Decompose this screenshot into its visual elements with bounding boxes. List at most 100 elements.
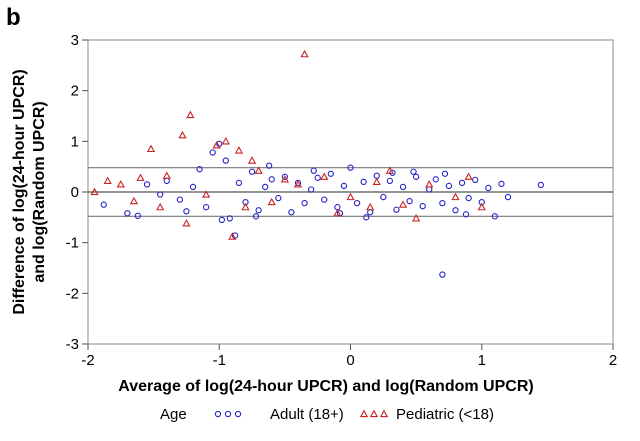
adult-point [124,210,131,217]
adult-point [189,183,197,191]
pediatric-point [451,192,460,201]
y-tick-label: -1 [66,235,79,252]
adult-point [462,211,470,218]
adult-point [176,196,184,203]
y-axis-label-line1: Difference of log(24-hour UPCR) [11,69,28,314]
pediatric-point [398,200,408,208]
pediatric-point [241,202,250,211]
adult-point [441,170,449,177]
adult-point [134,212,142,219]
pediatric-point [425,180,434,188]
reference-lines [88,167,613,217]
adult-point [452,207,459,214]
pediatric-point [247,156,257,164]
adult-point [288,209,295,216]
pediatric-point [346,192,355,201]
x-tick-label: 1 [478,352,486,369]
legend-pediatric-symbol [369,409,379,418]
adult-point [314,174,321,181]
adult-point [491,213,499,220]
adult-point [412,173,420,180]
adult-point [307,186,315,193]
adult-point [445,182,453,190]
pediatric-point [201,190,211,198]
legend-adult-marker [214,410,242,418]
adult-point [347,164,354,171]
adult-point [432,176,439,183]
adult-point [157,191,164,198]
adult-point [235,179,243,187]
adult-point [498,180,505,188]
adult-point [419,203,426,210]
pediatric-point [234,146,244,154]
adult-point [183,208,190,215]
pediatric-point [212,141,221,149]
y-tick-label: -3 [66,336,79,353]
x-axis-label: Average of log(24-hour UPCR) and log(Ran… [118,378,533,395]
x-tick-label: -1 [213,352,226,369]
x-tick-label: 0 [346,352,354,369]
panel-label: b [6,4,21,31]
adult-point [504,193,512,201]
y-tick-label: 3 [71,32,79,49]
pediatric-point [477,202,486,211]
adult-point [439,271,446,278]
adult-point [202,204,210,211]
adult-point [485,184,492,192]
x-axis-ticks: -2 -1 0 1 2 [81,344,617,369]
pediatric-point [254,166,263,174]
legend-adult-symbol [234,410,242,418]
adult-point [399,183,407,191]
pediatric-point [464,172,473,180]
y-tick-label: 2 [71,83,79,100]
y-tick-label: -2 [66,285,79,302]
pediatric-point [90,187,99,196]
adult-point [406,197,413,205]
pediatric-point [182,219,191,227]
data-points [90,49,544,278]
adult-point [252,213,260,220]
adult-point [310,167,317,174]
legend-adult-label: Adult (18+) [270,406,344,423]
adult-point [321,196,328,203]
adult-point [353,199,361,207]
y-tick-label: 0 [71,184,79,201]
pediatric-point [300,49,309,58]
adult-point [248,168,256,175]
adult-point [360,178,367,186]
pediatric-point [320,172,329,180]
adult-point [100,201,107,208]
pediatric-point [186,110,195,119]
y-tick-label: 1 [71,133,79,150]
adult-point [340,182,348,190]
pediatric-point [103,176,112,184]
x-tick-label: 2 [609,352,617,369]
adult-point [465,194,472,202]
adult-point [265,162,273,169]
legend-pediatric-symbol [379,409,389,418]
adult-point [222,157,229,164]
pediatric-point [221,137,230,145]
legend-pediatric-label: Pediatric (<18) [396,406,494,423]
legend-pediatric-marker [359,409,389,418]
adult-point [363,214,370,221]
pediatric-point [228,232,237,240]
legend-adult-symbol [224,410,232,418]
adult-point [380,193,387,201]
x-tick-label: -2 [81,352,94,369]
adult-point [410,168,417,175]
adult-point [458,179,466,187]
pediatric-point [280,175,290,183]
adult-point [255,207,262,214]
adult-point [275,194,282,202]
y-axis-label-line2: and log(Random UPCR) [31,101,48,282]
pediatric-point [385,166,395,174]
pediatric-point [372,177,381,185]
pediatric-point [366,202,375,211]
adult-point [327,170,334,177]
pediatric-point [178,130,187,139]
pediatric-point [116,180,125,188]
adult-point [209,149,216,156]
adult-point [301,199,308,207]
